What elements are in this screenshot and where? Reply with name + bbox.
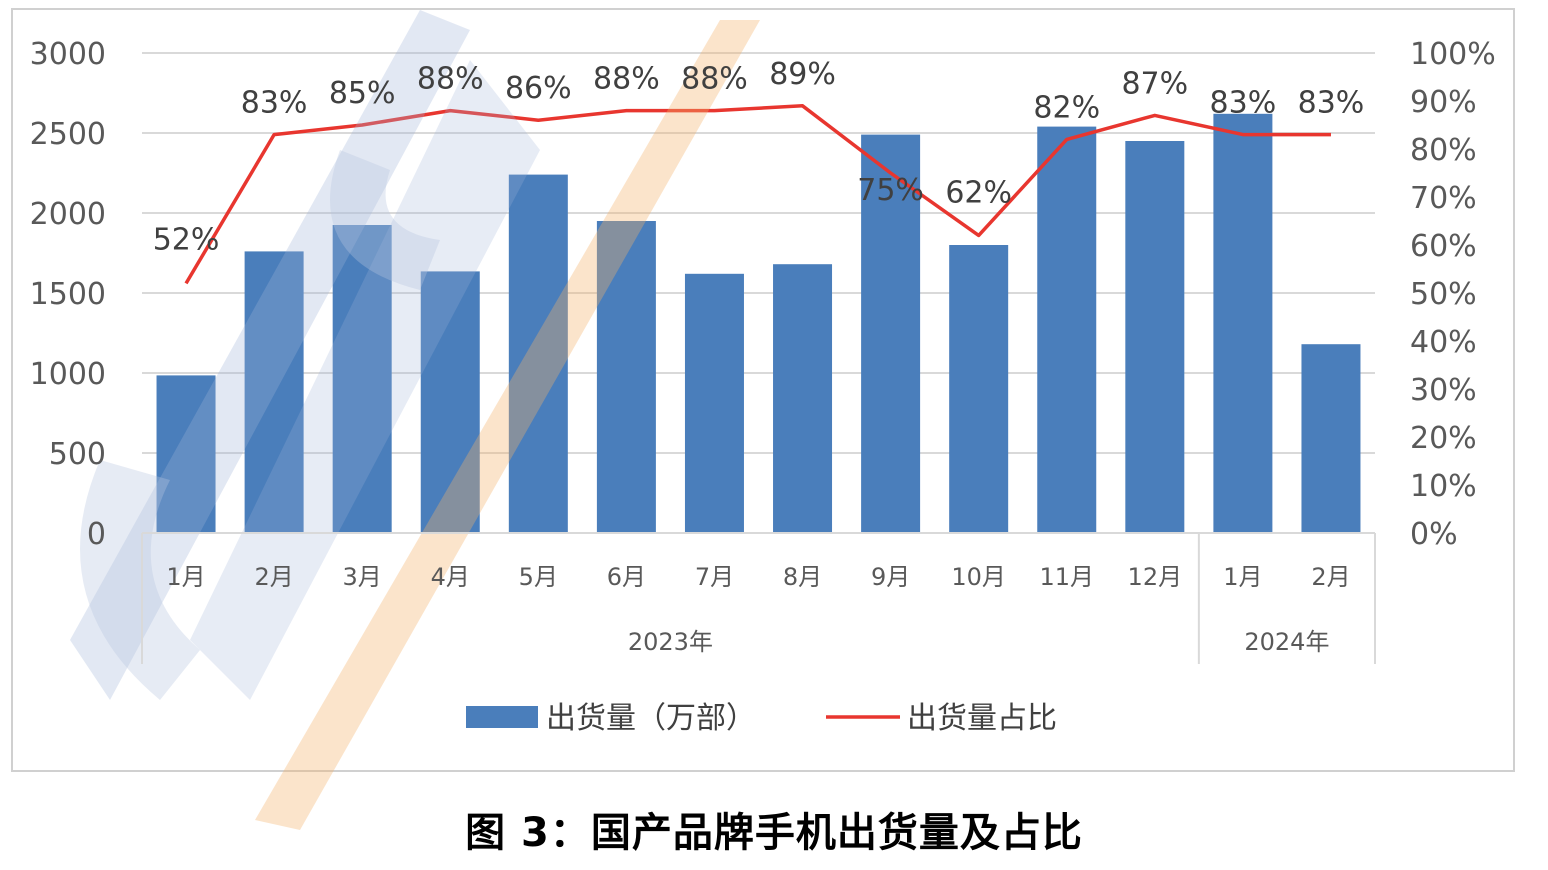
figure-caption: 图 3：国产品牌手机出货量及占比 <box>465 810 1083 856</box>
y-right-tick-label: 50% <box>1410 277 1477 312</box>
line-data-label: 52% <box>153 222 220 257</box>
x-tick-label: 1月 <box>166 563 205 591</box>
legend-swatch-bar <box>466 706 538 728</box>
line-data-label: 87% <box>1121 66 1188 101</box>
y-left-tick-label: 1500 <box>30 277 106 312</box>
line-data-label: 83% <box>1210 86 1277 121</box>
x-tick-label: 5月 <box>519 563 558 591</box>
line-data-label: 62% <box>945 175 1012 210</box>
line-data-label: 88% <box>681 62 748 97</box>
watermark-stripe-blue <box>70 10 470 700</box>
bar <box>1213 113 1273 534</box>
axes: 0 500 1000 1500 2000 2500 3000 0% 10% 20% 30% 40% 50… <box>30 37 1496 664</box>
bar-series <box>156 113 1361 534</box>
bar <box>420 271 480 533</box>
watermark-arc-2 <box>330 150 440 290</box>
x-tick-label: 1月 <box>1223 563 1262 591</box>
bar <box>508 174 568 533</box>
bar <box>332 225 392 533</box>
line-data-label: 82% <box>1033 90 1100 125</box>
y-right-tick-label: 20% <box>1410 421 1477 456</box>
bar <box>1301 344 1361 533</box>
line-series <box>184 104 1331 285</box>
y-right-tick-label: 100% <box>1410 37 1496 72</box>
watermark-stripe-orange <box>255 20 760 830</box>
watermark-arc <box>80 460 200 700</box>
bar <box>684 273 744 533</box>
watermark-stripe-blue-2 <box>190 60 540 700</box>
y-right-tick-label: 10% <box>1410 469 1477 504</box>
y-right-tick-label: 40% <box>1410 325 1477 360</box>
line-data-label: 85% <box>329 76 396 111</box>
bar <box>156 375 216 533</box>
y-right-tick-label: 30% <box>1410 373 1477 408</box>
line-data-label: 88% <box>593 62 660 97</box>
legend: 出货量（万部） 出货量占比 <box>466 701 1057 736</box>
y-right-tick-label: 70% <box>1410 181 1477 216</box>
x-tick-label: 12月 <box>1128 563 1183 591</box>
bar <box>596 221 656 533</box>
y-right-tick-label: 80% <box>1410 133 1477 168</box>
line-data-label: 75% <box>857 173 924 208</box>
watermark <box>70 10 760 830</box>
y-right-tick-label: 60% <box>1410 229 1477 264</box>
line-data-label: 86% <box>505 71 572 106</box>
x-tick-label: 6月 <box>607 563 646 591</box>
x-tick-label: 4月 <box>431 563 470 591</box>
bar <box>244 251 304 533</box>
y-right-tick-label: 0% <box>1410 517 1458 552</box>
x-tick-label: 2月 <box>1311 563 1350 591</box>
legend-label-bar: 出货量（万部） <box>546 701 756 736</box>
y-left-tick-label: 1000 <box>30 357 106 392</box>
bar <box>861 134 921 533</box>
line-data-label: 88% <box>417 62 484 97</box>
x-tick-label: 9月 <box>871 563 910 591</box>
y-left-tick-label: 500 <box>49 437 106 472</box>
bar <box>1037 126 1097 533</box>
data-labels: 52% 83% 85% 88% 86% 88% 88% 89% 75% 62% 82% 87% 83% 8… <box>153 57 1365 258</box>
y-left-tick-label: 3000 <box>30 37 106 72</box>
y-left-tick-label: 2500 <box>30 117 106 152</box>
bar <box>949 245 1009 533</box>
line-data-label: 83% <box>1298 86 1365 121</box>
bar <box>773 264 833 533</box>
x-tick-label: 10月 <box>951 563 1006 591</box>
legend-label-line: 出货量占比 <box>907 701 1057 736</box>
x-tick-label: 7月 <box>695 563 734 591</box>
y-left-tick-label: 0 <box>87 517 106 552</box>
x-group-label: 2024年 <box>1244 628 1329 656</box>
x-tick-label: 2月 <box>254 563 293 591</box>
y-right-tick-label: 90% <box>1410 85 1477 120</box>
x-group-label: 2023年 <box>628 628 713 656</box>
y-left-tick-label: 2000 <box>30 197 106 232</box>
x-tick-label: 3月 <box>343 563 382 591</box>
x-tick-label: 11月 <box>1039 563 1094 591</box>
line-data-label: 83% <box>241 86 308 121</box>
line-series-path <box>184 104 1331 285</box>
x-tick-label: 8月 <box>783 563 822 591</box>
bar <box>1125 141 1185 533</box>
line-data-label: 89% <box>769 57 836 92</box>
